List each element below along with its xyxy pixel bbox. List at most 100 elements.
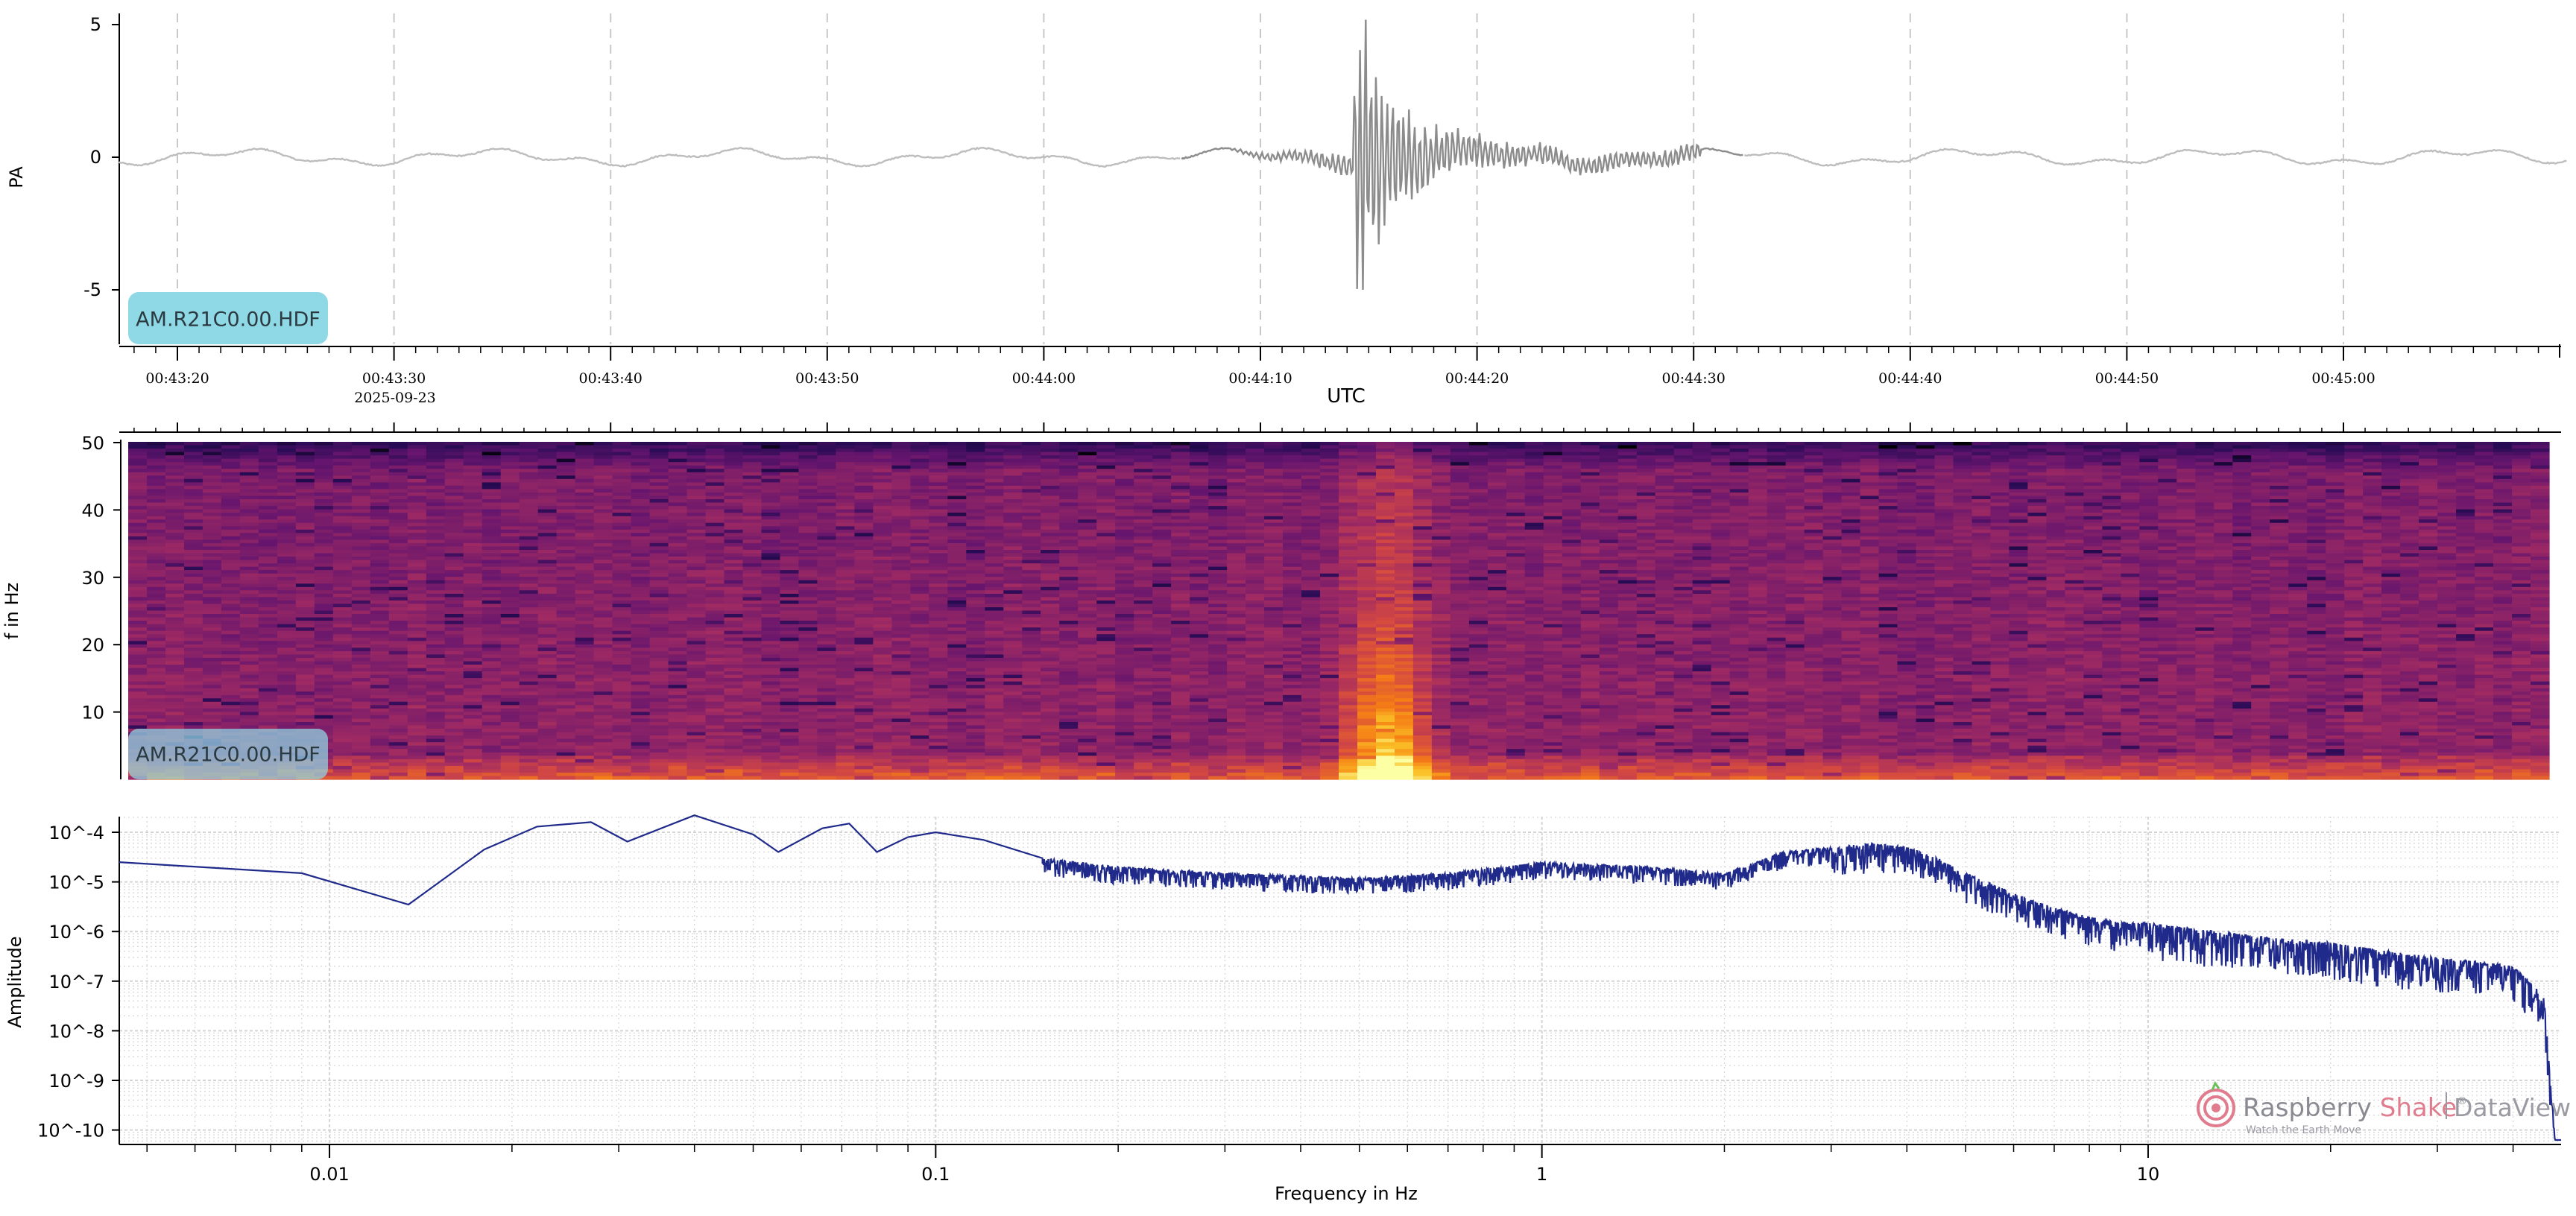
spectrogram-cell <box>687 597 707 601</box>
spectrogram-cell <box>891 482 911 486</box>
spectrogram-cell <box>575 668 595 672</box>
spectrogram-cell <box>724 634 744 638</box>
spectrogram-cell <box>240 523 259 527</box>
spectrogram-cell <box>557 462 576 466</box>
spectrogram-cell <box>706 446 725 449</box>
spectrogram-cell <box>296 506 315 510</box>
spectrogram-cell <box>631 702 651 706</box>
spectrogram-cell <box>687 647 707 651</box>
spectrogram-cell <box>985 742 1004 746</box>
spectrogram-cell <box>966 662 985 665</box>
spectrogram-cell <box>706 597 725 601</box>
spectrogram-cell <box>333 762 353 766</box>
spectrogram-cell <box>780 604 800 607</box>
spectrogram-cell <box>613 590 632 594</box>
spectrogram-cell <box>370 705 390 709</box>
spectrogram-cell <box>650 493 669 496</box>
spectrogram-cell <box>445 662 464 665</box>
spectrogram-cell <box>426 715 446 719</box>
spectrogram-cell <box>613 769 632 773</box>
spectrogram-cell <box>985 739 1004 743</box>
spectrogram-cell <box>259 726 278 729</box>
spectrogram-cell <box>650 709 669 712</box>
spectrogram-cell <box>538 493 558 496</box>
spectrogram-cell <box>520 698 539 702</box>
spectrogram-cell <box>408 510 427 513</box>
spectrogram-cell <box>147 627 166 631</box>
spectrogram-cell <box>538 510 558 513</box>
spectrogram-cell <box>891 705 911 709</box>
spectrogram-cell <box>128 539 148 543</box>
spectrogram-cell <box>315 442 334 446</box>
spectrogram-cell <box>389 543 408 547</box>
spectrogram-cell <box>426 691 446 695</box>
spectrogram-cell <box>408 526 427 530</box>
spectrogram-cell <box>743 446 763 449</box>
spectrogram-cell <box>315 678 334 682</box>
spectrogram-cell <box>594 533 613 536</box>
spectrogram-cell <box>780 702 800 706</box>
spectrogram-cell <box>482 685 502 688</box>
spectrogram-cell <box>798 577 818 580</box>
spectrogram-cell <box>445 479 464 483</box>
spectrogram-cell <box>743 685 763 688</box>
spectrogram-cell <box>538 607 558 611</box>
spectrogram-cell <box>333 773 353 776</box>
spectrogram-cell <box>706 688 725 692</box>
spectrogram-cell <box>966 482 985 486</box>
spectrogram-cell <box>594 627 613 631</box>
spectrogram-cell <box>854 641 874 645</box>
spectrogram-cell <box>929 719 948 723</box>
spectrogram-cell <box>891 685 911 688</box>
spectrogram-cell <box>408 685 427 688</box>
spectrogram-cell <box>482 624 502 628</box>
spectrogram-cell <box>352 641 371 645</box>
spectrogram-cell <box>613 762 632 766</box>
spectrogram-cell <box>836 634 855 638</box>
spectrogram-cell <box>445 658 464 662</box>
spectrogram-cell <box>520 442 539 446</box>
spectrogram-cell <box>240 594 259 598</box>
spectrogram-cell <box>203 594 222 598</box>
spectrogram-cell <box>184 611 203 615</box>
spectrogram-cell <box>296 563 315 567</box>
spectrogram-cell <box>128 583 148 587</box>
spectrogram-cell <box>184 519 203 523</box>
spectrogram-cell <box>873 759 892 763</box>
spectrogram-cell <box>687 462 707 466</box>
spectrogram-cell <box>631 776 651 780</box>
spectrogram-cell <box>203 709 222 712</box>
spectrogram-cell <box>575 726 595 729</box>
spectrogram-cell <box>706 756 725 759</box>
spectrogram-cell <box>520 688 539 692</box>
spectrogram-cell <box>762 486 781 490</box>
spectrogram-cell <box>333 618 353 621</box>
spectrogram-cell <box>613 739 632 743</box>
spectrogram-cell <box>724 651 744 655</box>
spectrogram-cell <box>798 709 818 712</box>
spectrogram-cell <box>594 722 613 726</box>
spectrogram-cell <box>240 506 259 510</box>
spectrogram-cell <box>184 726 203 729</box>
spectrogram-cell <box>910 594 929 598</box>
spectrogram-cell <box>669 516 688 520</box>
spectrogram-cell <box>445 493 464 496</box>
spectrogram-cell <box>743 773 763 776</box>
spectrogram-cell <box>910 455 929 459</box>
spectrogram-cell <box>817 749 836 753</box>
spectrogram-cell <box>538 776 558 780</box>
spectrogram-cell <box>780 678 800 682</box>
spectrogram-cell <box>240 651 259 655</box>
spectrogram-cell <box>147 614 166 618</box>
spectrogram-cell <box>128 472 148 476</box>
spectrogram-cell <box>128 607 148 611</box>
spectrogram-cell <box>687 691 707 695</box>
spectrogram-cell <box>203 546 222 550</box>
spectrogram-cell <box>296 442 315 446</box>
spectrogram-cell <box>650 773 669 776</box>
spectrogram-cell <box>1003 486 1023 490</box>
spectrogram-cell <box>538 753 558 756</box>
spectrogram-cell <box>333 543 353 547</box>
spectrogram-cell <box>370 462 390 466</box>
spectrogram-cell <box>408 638 427 642</box>
